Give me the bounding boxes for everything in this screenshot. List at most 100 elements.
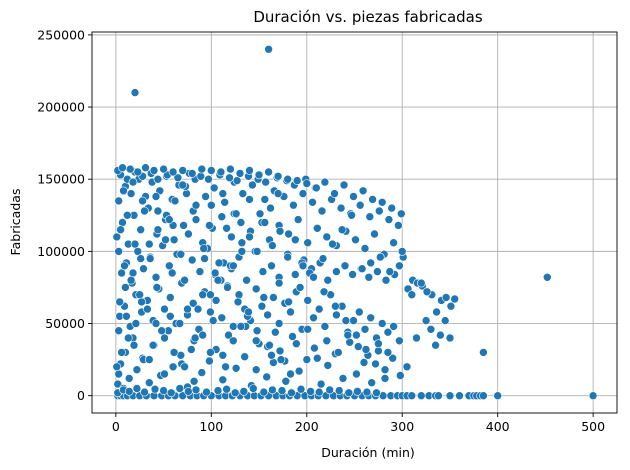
- y-axis-label: Fabricadas: [8, 189, 23, 256]
- data-point: [268, 241, 277, 250]
- data-point: [445, 391, 455, 401]
- data-point: [188, 298, 198, 308]
- data-point: [133, 247, 143, 256]
- data-point: [302, 355, 312, 364]
- data-point: [353, 387, 362, 396]
- data-point: [230, 388, 240, 398]
- data-point: [317, 206, 327, 216]
- data-point: [257, 301, 267, 311]
- x-axis-label: Duración (min): [321, 445, 415, 460]
- data-point: [151, 192, 161, 201]
- y-tick-label: 0: [77, 388, 85, 403]
- data-point: [357, 264, 367, 274]
- data-point: [130, 88, 140, 97]
- data-point: [214, 258, 224, 268]
- data-point: [341, 316, 351, 325]
- data-point: [291, 339, 301, 349]
- data-point: [218, 350, 228, 360]
- data-point: [209, 183, 219, 193]
- data-point: [145, 254, 155, 263]
- data-point: [245, 166, 254, 175]
- data-point: [175, 384, 185, 393]
- data-point: [182, 189, 191, 198]
- data-point: [283, 174, 293, 184]
- data-point: [191, 215, 201, 224]
- data-point: [153, 206, 163, 216]
- data-point: [422, 287, 432, 297]
- data-point: [226, 164, 235, 174]
- data-point: [359, 358, 369, 367]
- data-point: [314, 304, 324, 314]
- data-point: [129, 340, 139, 350]
- data-point: [252, 247, 262, 256]
- data-point: [383, 327, 393, 337]
- data-point: [267, 261, 276, 271]
- data-point: [136, 225, 145, 234]
- data-point: [445, 333, 455, 343]
- data-point: [273, 172, 283, 181]
- data-point: [320, 322, 330, 331]
- data-point: [191, 200, 201, 210]
- data-point: [115, 297, 124, 307]
- data-point: [309, 272, 318, 282]
- data-point: [114, 369, 123, 379]
- data-point: [371, 359, 380, 369]
- data-point: [309, 313, 318, 323]
- data-point: [122, 311, 131, 321]
- data-point: [191, 385, 201, 395]
- data-point: [213, 275, 223, 285]
- data-point: [364, 272, 374, 282]
- data-point: [116, 225, 125, 234]
- data-point: [302, 179, 312, 188]
- data-point: [237, 247, 247, 256]
- data-point: [332, 310, 341, 320]
- data-point: [331, 301, 340, 311]
- data-point: [126, 189, 136, 198]
- data-point: [204, 174, 213, 184]
- data-point: [328, 239, 337, 249]
- data-point: [170, 196, 180, 206]
- data-point: [208, 316, 218, 325]
- data-point: [210, 268, 220, 278]
- data-point: [261, 177, 271, 187]
- data-point: [274, 319, 284, 328]
- data-point: [260, 195, 270, 204]
- data-point: [284, 297, 293, 307]
- data-point: [231, 209, 241, 219]
- data-point: [334, 386, 344, 395]
- data-point: [205, 356, 214, 366]
- data-point: [238, 189, 248, 198]
- data-point: [322, 232, 332, 242]
- data-point: [352, 330, 361, 340]
- x-tick-label: 200: [295, 419, 319, 434]
- data-point: [311, 183, 321, 193]
- data-point: [205, 221, 214, 230]
- data-point: [138, 196, 147, 206]
- data-point: [349, 192, 358, 201]
- data-point: [206, 348, 215, 357]
- data-point: [295, 283, 305, 292]
- data-point: [318, 254, 328, 263]
- data-point: [286, 369, 295, 379]
- data-point: [223, 283, 232, 292]
- data-point: [140, 206, 149, 216]
- data-point: [251, 365, 261, 375]
- data-point: [441, 293, 451, 302]
- data-point: [395, 261, 404, 271]
- data-point: [175, 319, 185, 328]
- data-point: [434, 391, 443, 401]
- data-point: [384, 215, 394, 224]
- data-point: [362, 387, 372, 397]
- data-point: [197, 164, 207, 174]
- data-point: [239, 387, 249, 396]
- data-point: [349, 316, 358, 325]
- data-point: [190, 333, 200, 343]
- data-point: [298, 261, 308, 271]
- data-point: [345, 337, 355, 347]
- data-point: [166, 293, 175, 302]
- data-point: [354, 307, 364, 317]
- data-point: [436, 330, 445, 340]
- data-point: [298, 189, 308, 198]
- data-point: [118, 218, 127, 227]
- data-point: [229, 322, 238, 331]
